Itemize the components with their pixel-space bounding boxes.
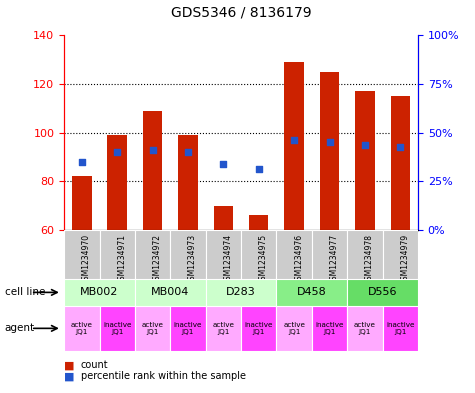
Bar bbox=[100, 306, 135, 351]
Text: active
JQ1: active JQ1 bbox=[71, 322, 93, 335]
Text: cell line: cell line bbox=[5, 287, 45, 298]
Bar bbox=[135, 230, 171, 279]
Bar bbox=[312, 306, 347, 351]
Text: GSM1234977: GSM1234977 bbox=[330, 234, 339, 285]
Text: ■: ■ bbox=[64, 371, 75, 382]
Bar bbox=[143, 111, 162, 230]
Bar bbox=[355, 91, 375, 230]
Bar bbox=[312, 230, 347, 279]
Text: MB004: MB004 bbox=[151, 287, 190, 298]
Text: active
JQ1: active JQ1 bbox=[212, 322, 234, 335]
Bar bbox=[178, 135, 198, 230]
Point bbox=[397, 144, 404, 151]
Text: agent: agent bbox=[5, 323, 35, 333]
Bar bbox=[206, 279, 276, 306]
Text: MB002: MB002 bbox=[80, 287, 119, 298]
Text: D556: D556 bbox=[368, 287, 398, 298]
Bar bbox=[214, 206, 233, 230]
Bar bbox=[100, 230, 135, 279]
Point bbox=[78, 159, 86, 165]
Text: GSM1234972: GSM1234972 bbox=[152, 234, 162, 285]
Bar bbox=[320, 72, 339, 230]
Bar bbox=[64, 230, 100, 279]
Point bbox=[114, 149, 121, 155]
Text: percentile rank within the sample: percentile rank within the sample bbox=[81, 371, 246, 382]
Text: GDS5346 / 8136179: GDS5346 / 8136179 bbox=[171, 6, 312, 20]
Bar bbox=[390, 96, 410, 230]
Text: GSM1234973: GSM1234973 bbox=[188, 234, 197, 285]
Point bbox=[149, 147, 156, 153]
Text: GSM1234975: GSM1234975 bbox=[259, 234, 268, 285]
Bar bbox=[241, 230, 276, 279]
Bar bbox=[347, 306, 383, 351]
Text: ■: ■ bbox=[64, 360, 75, 371]
Point bbox=[219, 161, 227, 167]
Point bbox=[290, 137, 298, 143]
Text: inactive
JQ1: inactive JQ1 bbox=[174, 322, 202, 335]
Bar bbox=[135, 279, 206, 306]
Point bbox=[361, 141, 369, 148]
Bar bbox=[347, 230, 383, 279]
Bar bbox=[171, 230, 206, 279]
Text: active
JQ1: active JQ1 bbox=[142, 322, 163, 335]
Text: GSM1234976: GSM1234976 bbox=[294, 234, 303, 285]
Text: inactive
JQ1: inactive JQ1 bbox=[103, 322, 132, 335]
Bar bbox=[249, 215, 268, 230]
Bar bbox=[383, 230, 418, 279]
Point bbox=[255, 166, 263, 172]
Bar bbox=[241, 306, 276, 351]
Bar bbox=[206, 230, 241, 279]
Point bbox=[184, 149, 192, 155]
Text: GSM1234971: GSM1234971 bbox=[117, 234, 126, 285]
Bar bbox=[276, 279, 347, 306]
Text: D458: D458 bbox=[297, 287, 327, 298]
Bar bbox=[276, 306, 312, 351]
Bar bbox=[276, 230, 312, 279]
Text: active
JQ1: active JQ1 bbox=[354, 322, 376, 335]
Text: inactive
JQ1: inactive JQ1 bbox=[315, 322, 344, 335]
Bar bbox=[171, 306, 206, 351]
Bar bbox=[64, 306, 100, 351]
Text: inactive
JQ1: inactive JQ1 bbox=[386, 322, 415, 335]
Text: D283: D283 bbox=[226, 287, 256, 298]
Bar bbox=[383, 306, 418, 351]
Bar bbox=[347, 279, 418, 306]
Text: GSM1234978: GSM1234978 bbox=[365, 234, 374, 285]
Text: GSM1234979: GSM1234979 bbox=[400, 234, 409, 285]
Text: active
JQ1: active JQ1 bbox=[283, 322, 305, 335]
Text: inactive
JQ1: inactive JQ1 bbox=[245, 322, 273, 335]
Text: GSM1234974: GSM1234974 bbox=[223, 234, 232, 285]
Bar bbox=[285, 62, 304, 230]
Text: count: count bbox=[81, 360, 108, 371]
Bar bbox=[206, 306, 241, 351]
Bar bbox=[64, 279, 135, 306]
Point bbox=[326, 139, 333, 145]
Bar bbox=[107, 135, 127, 230]
Bar bbox=[135, 306, 171, 351]
Text: GSM1234970: GSM1234970 bbox=[82, 234, 91, 285]
Bar bbox=[72, 176, 92, 230]
